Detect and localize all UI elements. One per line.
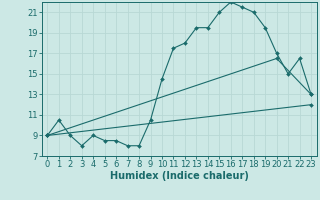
- X-axis label: Humidex (Indice chaleur): Humidex (Indice chaleur): [110, 171, 249, 181]
